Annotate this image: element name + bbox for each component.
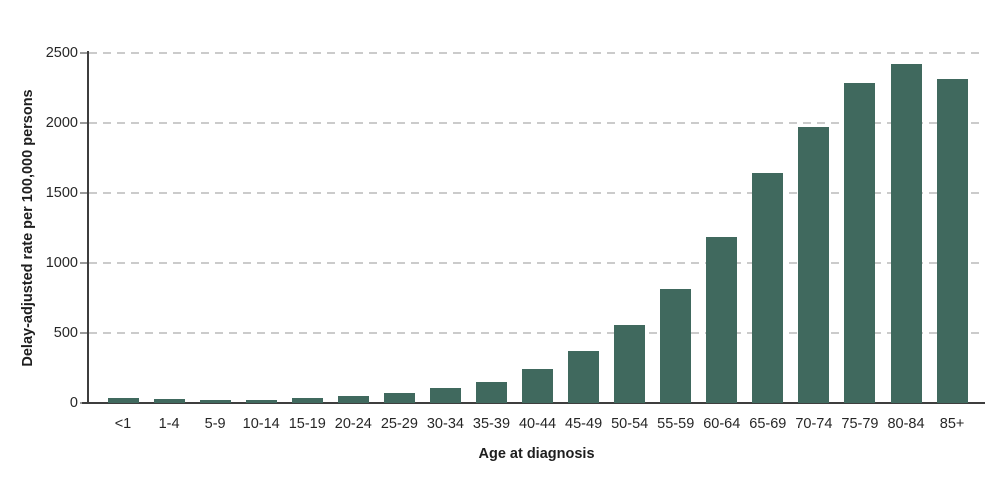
x-tick-label: 45-49	[565, 416, 603, 432]
x-tick-label: <1	[114, 416, 132, 432]
bar-10-14	[245, 399, 277, 403]
bar-45-49	[568, 351, 600, 403]
y-tick-label: 2500	[45, 45, 78, 61]
x-tick-label: 35-39	[472, 416, 511, 432]
bar-85+	[936, 78, 968, 403]
bar-55-59	[660, 288, 692, 403]
bar-25-29	[383, 393, 415, 403]
y-tick-label: 2000	[45, 115, 78, 131]
bar-<1	[107, 398, 139, 403]
x-tick-label: 75-79	[841, 416, 879, 432]
bar-70-74	[798, 127, 830, 403]
x-tick-label: 70-74	[795, 416, 833, 432]
gridline	[89, 52, 985, 54]
bar-1-4	[153, 398, 185, 403]
y-tick-mark	[80, 192, 88, 194]
y-tick-mark	[80, 122, 88, 124]
bar-15-19	[291, 398, 323, 403]
x-tick-label: 10-14	[242, 416, 280, 432]
bar-35-39	[475, 382, 507, 403]
x-tick-label: 20-24	[334, 416, 372, 432]
bar-80-84	[890, 63, 922, 403]
y-tick-label: 1500	[45, 185, 78, 201]
x-tick-label: 30-34	[426, 416, 464, 432]
x-tick-label: 15-19	[288, 416, 326, 432]
x-axis-line	[82, 402, 985, 404]
y-tick-mark	[80, 262, 88, 264]
x-tick-label: 25-29	[380, 416, 418, 432]
x-tick-label: 55-59	[657, 416, 695, 432]
gridline	[89, 192, 985, 194]
bar-40-44	[522, 369, 554, 403]
bar-30-34	[429, 387, 461, 403]
gridline	[89, 332, 985, 334]
x-tick-label: 1-4	[158, 416, 180, 432]
gridline	[89, 122, 985, 124]
bar-5-9	[199, 400, 231, 403]
bar-50-54	[614, 325, 646, 403]
bar-65-69	[752, 173, 784, 403]
x-axis-title: Age at diagnosis	[478, 446, 595, 462]
y-tick-label: 0	[69, 395, 78, 411]
bar-60-64	[706, 237, 738, 403]
y-tick-label: 500	[53, 325, 78, 341]
x-tick-label: 40-44	[518, 416, 557, 432]
x-tick-label: 80-84	[887, 416, 925, 432]
x-tick-label: 50-54	[611, 416, 649, 432]
y-tick-label: 1000	[45, 255, 78, 271]
bar-75-79	[844, 83, 876, 403]
x-tick-label: 5-9	[204, 416, 226, 432]
y-tick-mark	[80, 52, 88, 54]
x-tick-label: 60-64	[703, 416, 741, 432]
y-tick-mark	[80, 332, 88, 334]
bar-20-24	[337, 396, 369, 403]
gridline	[89, 262, 985, 264]
x-tick-label: 65-69	[749, 416, 787, 432]
x-tick-label: 85+	[939, 416, 965, 432]
y-axis-line	[87, 51, 89, 403]
